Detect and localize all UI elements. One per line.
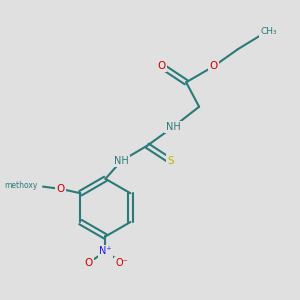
Text: S: S [167,156,174,166]
Text: O: O [85,258,93,268]
Text: methoxy: methoxy [4,181,38,190]
Text: NH: NH [166,122,181,132]
Text: N⁺: N⁺ [99,247,112,256]
Text: O: O [209,61,217,71]
Text: CH₃: CH₃ [261,27,278,36]
Text: O: O [57,184,65,194]
Text: O⁻: O⁻ [116,258,128,268]
Text: O: O [158,61,166,70]
Text: NH: NH [114,156,129,166]
